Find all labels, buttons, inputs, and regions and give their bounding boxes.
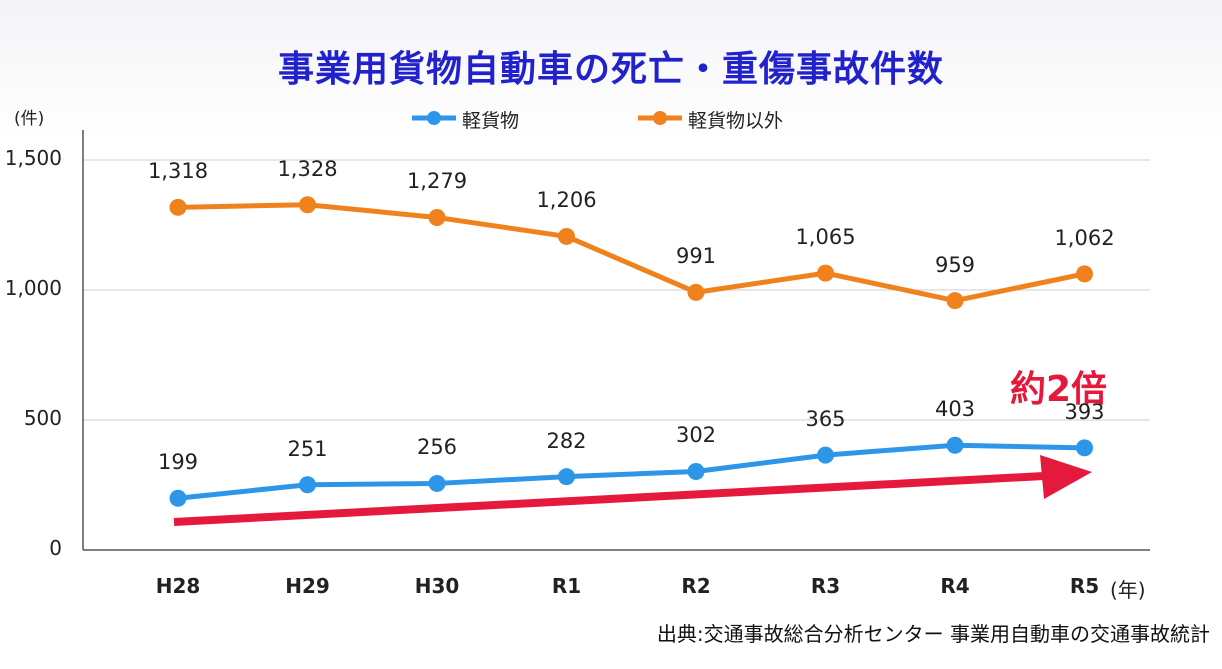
data-label: 1,065 (795, 225, 856, 250)
data-label: 256 (416, 435, 458, 460)
data-label: 251 (287, 436, 328, 461)
data-label: 959 (934, 252, 976, 277)
source-note: 出典:交通事故総合分析センター 事業用自動車の交通事故統計 (656, 622, 1210, 646)
x-tick-label: R4 (940, 574, 970, 598)
data-point (687, 462, 705, 480)
data-point (428, 474, 446, 492)
data-label: 365 (805, 407, 846, 432)
data-label: 1,328 (277, 156, 338, 181)
y-tick-label: 0 (49, 536, 62, 560)
y-tick-label: 500 (23, 406, 62, 430)
legend-label-light: 軽貨物 (462, 110, 520, 132)
data-point (558, 468, 575, 486)
data-label: 1,318 (147, 159, 209, 184)
data-label: 393 (1064, 399, 1105, 424)
x-tick-label: H30 (414, 574, 460, 598)
data-point (169, 489, 187, 507)
x-tick-label: H29 (285, 574, 330, 598)
data-label: 1,206 (536, 188, 597, 213)
data-point (946, 436, 964, 454)
data-label: 302 (675, 423, 717, 448)
data-point (946, 292, 964, 310)
series-line (177, 442, 1085, 501)
data-point (558, 227, 575, 245)
x-tick-label: H28 (155, 574, 201, 598)
x-tick-label: R5 (1069, 574, 1100, 598)
y-tick-label: 1,000 (4, 276, 62, 300)
x-axis-unit: (年) (1110, 578, 1146, 602)
data-point (169, 198, 187, 216)
data-point (687, 283, 705, 301)
trend-arrow-shaft (173, 472, 1045, 526)
legend-marker (427, 111, 441, 125)
data-label: 403 (934, 397, 976, 422)
series-line (177, 202, 1086, 304)
data-point (299, 476, 316, 494)
y-axis-unit: (件) (14, 109, 45, 129)
x-tick-label: R2 (681, 574, 711, 598)
data-label: 1,062 (1054, 225, 1115, 250)
data-label: 991 (675, 244, 717, 269)
data-point (1076, 439, 1093, 457)
data-point (817, 264, 834, 282)
data-point (1076, 265, 1093, 283)
y-tick-label: 1,500 (4, 146, 62, 170)
legend-label-other: 軽貨物以外 (688, 110, 784, 132)
data-point (817, 446, 834, 464)
chart-title: 事業用貨物自動車の死亡・重傷事故件数 (277, 49, 944, 90)
x-tick-label: R3 (810, 574, 841, 598)
data-label: 282 (546, 428, 587, 453)
data-label: 1,279 (406, 169, 468, 194)
header-background (0, 0, 1222, 140)
data-label: 199 (157, 450, 199, 475)
trend-arrow-head (1040, 455, 1092, 499)
x-tick-label: R1 (551, 574, 582, 598)
legend-marker (653, 111, 667, 125)
data-point (428, 208, 446, 226)
annotation-note: 約2倍 (1010, 369, 1108, 410)
data-point (299, 196, 316, 214)
